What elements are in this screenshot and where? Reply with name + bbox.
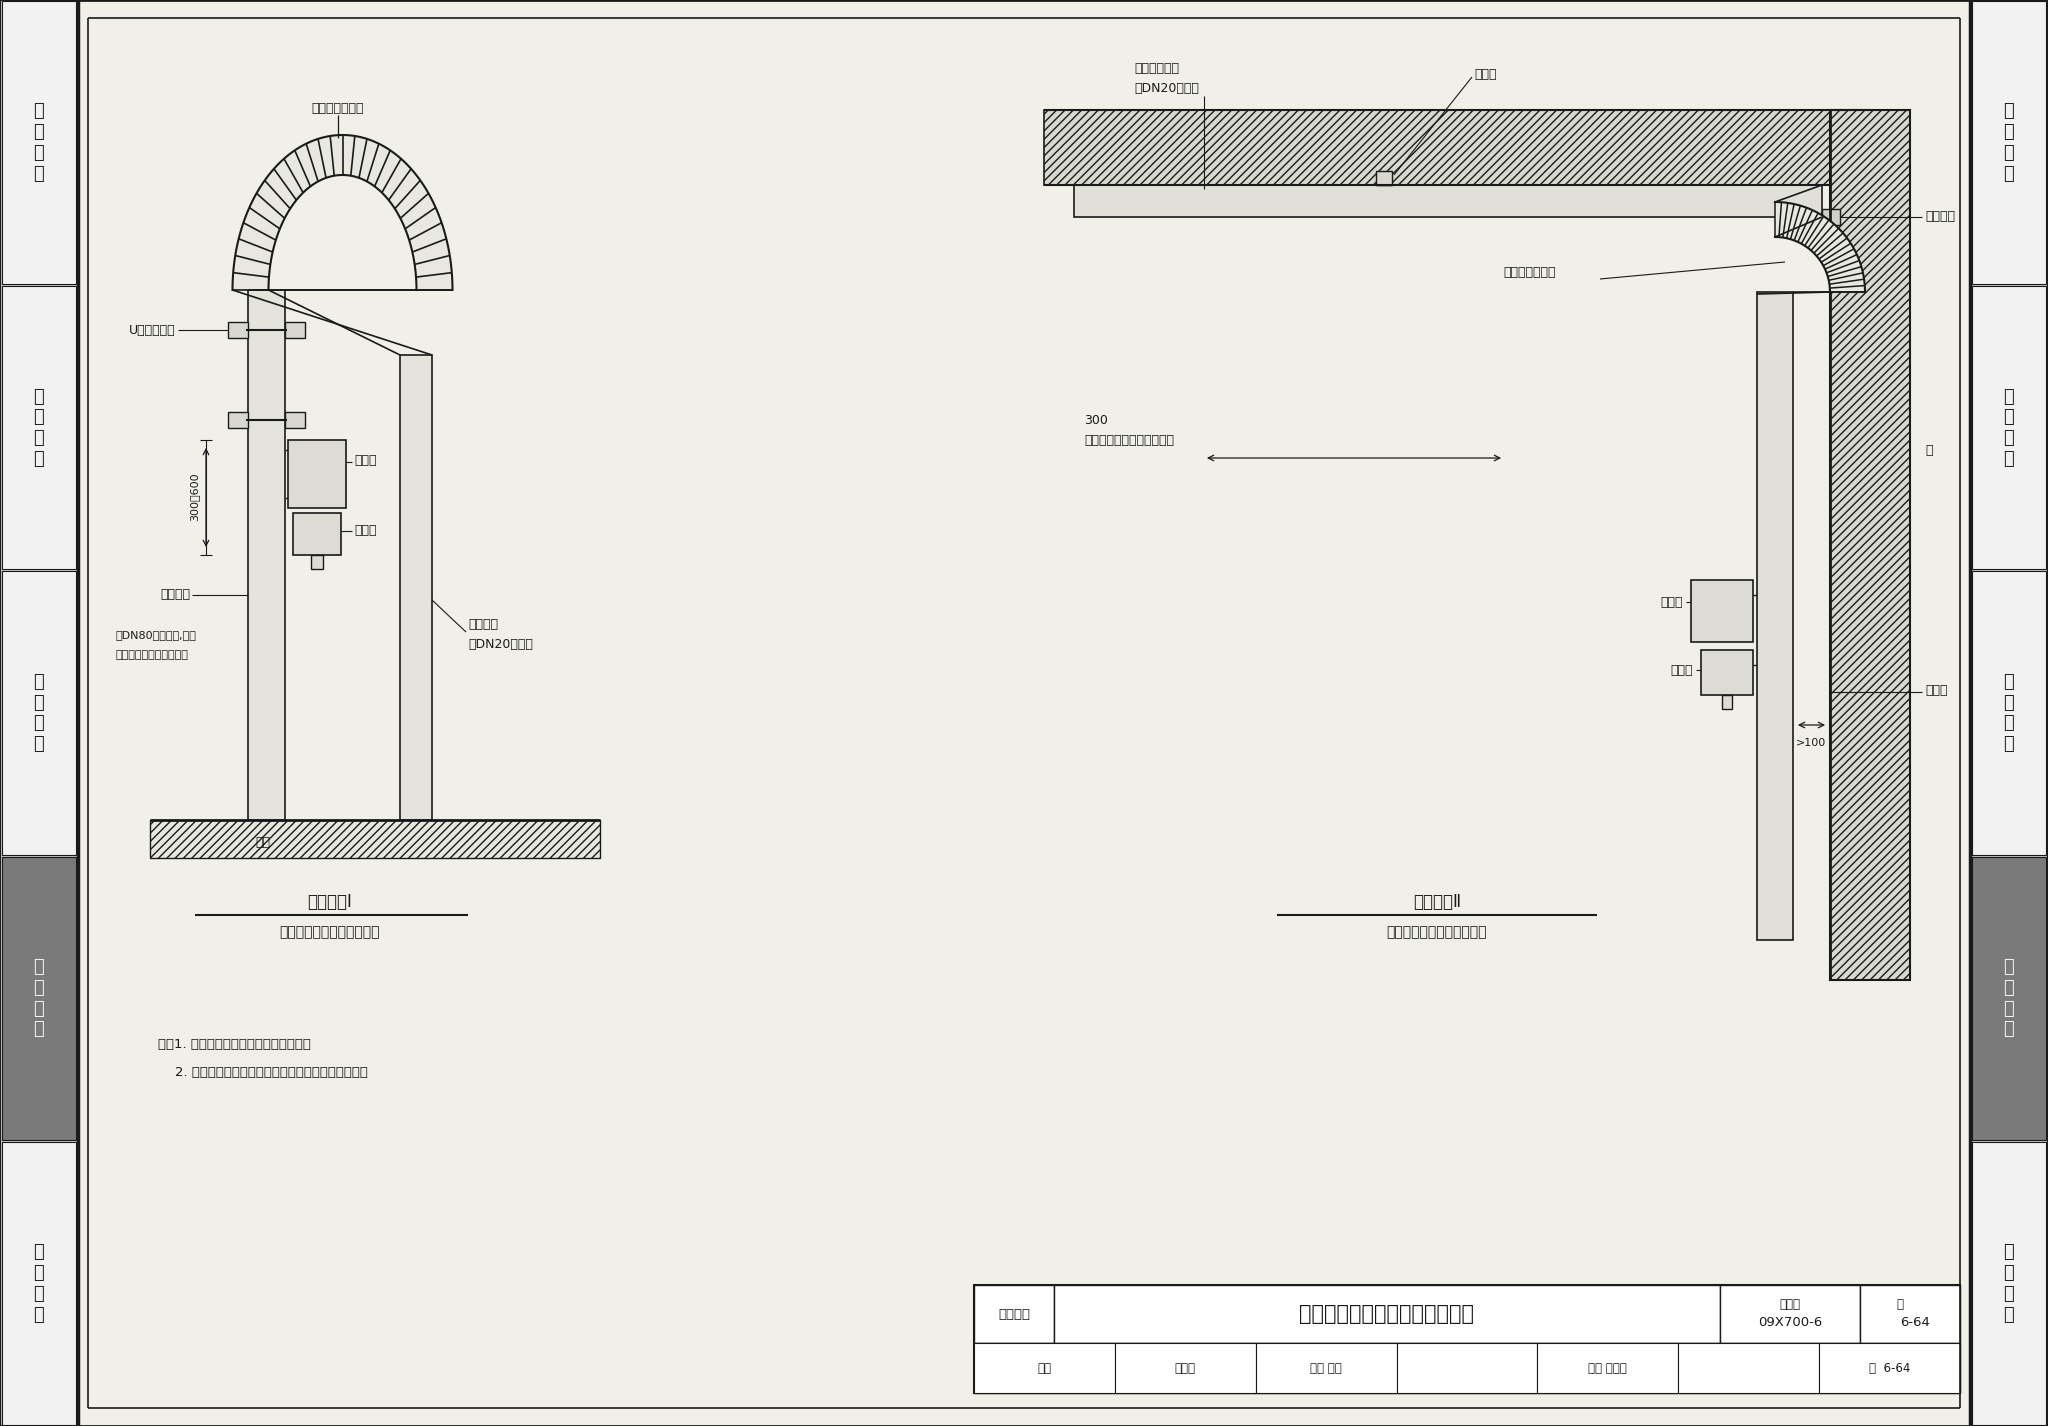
Bar xyxy=(1970,0,2048,1426)
Text: 变送器: 变送器 xyxy=(1661,596,1683,609)
Bar xyxy=(1972,287,2046,569)
Text: 塑料胀塞: 塑料胀塞 xyxy=(1925,211,1956,224)
Bar xyxy=(1114,1343,1255,1393)
Text: 安装方式Ⅱ: 安装方式Ⅱ xyxy=(1413,893,1460,911)
Text: 供
电
电
源: 供 电 电 源 xyxy=(2003,388,2015,468)
Bar xyxy=(1860,1285,1960,1343)
Bar xyxy=(1972,1,2046,284)
Bar xyxy=(1720,1285,1860,1343)
Bar xyxy=(1255,1343,1397,1393)
Text: 安装板: 安装板 xyxy=(1925,683,1948,696)
Bar xyxy=(1055,1285,1720,1343)
Text: 机
房
工
程: 机 房 工 程 xyxy=(33,103,45,183)
Text: 电缆及金属软管: 电缆及金属软管 xyxy=(1503,265,1556,278)
Text: 地面: 地面 xyxy=(256,836,270,848)
Bar xyxy=(150,820,600,858)
Text: 校对 李怡: 校对 李怡 xyxy=(1311,1362,1341,1375)
Text: 变送器: 变送器 xyxy=(354,453,377,466)
Text: >100: >100 xyxy=(1796,739,1827,749)
Bar xyxy=(1819,1343,1960,1393)
Bar xyxy=(248,289,285,820)
Bar xyxy=(293,513,342,555)
Bar xyxy=(2,857,76,1139)
Text: 09X700-6: 09X700-6 xyxy=(1757,1316,1823,1329)
Bar xyxy=(2,1142,76,1425)
Bar xyxy=(1397,1343,1538,1393)
Text: 支撑钢管: 支撑钢管 xyxy=(160,589,190,602)
Bar xyxy=(227,412,248,428)
Text: 设计 张路明: 设计 张路明 xyxy=(1589,1362,1628,1375)
Text: 页  6-64: 页 6-64 xyxy=(1870,1362,1911,1375)
Bar xyxy=(1702,650,1753,694)
Text: 机
房
工
程: 机 房 工 程 xyxy=(2003,103,2015,183)
Bar xyxy=(285,412,305,428)
Text: 或装于可燃气体易于聚集处: 或装于可燃气体易于聚集处 xyxy=(1083,434,1174,446)
Polygon shape xyxy=(1776,202,1866,292)
Bar xyxy=(0,0,78,1426)
Text: 供
电
电
源: 供 电 电 源 xyxy=(33,388,45,468)
Bar xyxy=(1831,110,1911,980)
Bar xyxy=(975,1285,1960,1393)
Bar xyxy=(2,287,76,569)
Text: 管卡子: 管卡子 xyxy=(1475,68,1497,81)
Bar xyxy=(1972,857,2046,1139)
Text: 300: 300 xyxy=(1083,414,1108,426)
Bar xyxy=(1376,171,1393,185)
Text: 注：1. 本图适用于变送器式方型探测器。: 注：1. 本图适用于变送器式方型探测器。 xyxy=(158,1038,311,1051)
Bar xyxy=(1972,1142,2046,1425)
Bar xyxy=(2,1,76,284)
Bar xyxy=(2,572,76,854)
Text: 电缆套管: 电缆套管 xyxy=(469,619,498,632)
Text: 电缆及金属软管: 电缆及金属软管 xyxy=(311,101,365,114)
Text: 6-64: 6-64 xyxy=(1901,1316,1929,1329)
Text: 利用现有水、气等管线）: 利用现有水、气等管线） xyxy=(115,650,188,660)
Bar xyxy=(975,1343,1114,1393)
Text: U型螺栓管卡: U型螺栓管卡 xyxy=(129,324,174,337)
Bar xyxy=(1823,210,1839,225)
Text: 审核: 审核 xyxy=(1038,1362,1051,1375)
Bar xyxy=(1972,572,2046,854)
Text: 防爆方型可燃气体探测器安装图: 防爆方型可燃气体探测器安装图 xyxy=(1300,1303,1475,1323)
Text: 2. 两种方式均可采用墙上安装或利用钢管安装方式。: 2. 两种方式均可采用墙上安装或利用钢管安装方式。 xyxy=(158,1067,369,1079)
Bar xyxy=(285,322,305,338)
Bar xyxy=(1692,580,1753,642)
Text: 缆
线
敷
设: 缆 线 敷 设 xyxy=(2003,673,2015,753)
Text: 页: 页 xyxy=(1896,1298,1903,1310)
Text: 图集号: 图集号 xyxy=(1780,1298,1800,1310)
Text: 设
备
安
装: 设 备 安 装 xyxy=(33,958,45,1038)
Text: 墙: 墙 xyxy=(1925,443,1933,456)
Bar xyxy=(1757,292,1792,940)
Text: （DN20钢管）: （DN20钢管） xyxy=(469,639,532,652)
Bar xyxy=(311,555,324,569)
Text: 段震寰: 段震寰 xyxy=(1176,1362,1196,1375)
Bar xyxy=(975,1343,1960,1393)
Bar xyxy=(1677,1343,1819,1393)
Bar xyxy=(227,322,248,338)
Text: 300～600: 300～600 xyxy=(188,472,199,522)
Polygon shape xyxy=(233,135,453,289)
Text: 设备安装: 设备安装 xyxy=(997,1308,1030,1320)
Bar xyxy=(1073,185,1823,217)
Text: 设
备
安
装: 设 备 安 装 xyxy=(2003,958,2015,1038)
Text: 防
雷
接
地: 防 雷 接 地 xyxy=(2003,1243,2015,1323)
Bar xyxy=(399,355,432,820)
Text: （可燃气体比空气重时用）: （可燃气体比空气重时用） xyxy=(281,925,381,938)
Bar xyxy=(1538,1343,1677,1393)
Bar xyxy=(289,441,346,508)
Bar xyxy=(1044,110,1870,185)
Text: （DN80左右钢管,亦可: （DN80左右钢管,亦可 xyxy=(115,630,197,640)
Bar xyxy=(975,1285,1055,1343)
Text: 传感器: 传感器 xyxy=(1671,663,1694,676)
Text: 电缆及金属管: 电缆及金属管 xyxy=(1135,61,1180,74)
Text: （可燃气体比空气轻时用）: （可燃气体比空气轻时用） xyxy=(1386,925,1487,938)
Text: 防
雷
接
地: 防 雷 接 地 xyxy=(33,1243,45,1323)
Text: 安装方式I: 安装方式I xyxy=(307,893,352,911)
Bar xyxy=(1722,694,1733,709)
Text: 缆
线
敷
设: 缆 线 敷 设 xyxy=(33,673,45,753)
Text: （DN20钢管）: （DN20钢管） xyxy=(1135,81,1198,94)
Text: 传感器: 传感器 xyxy=(354,525,377,538)
